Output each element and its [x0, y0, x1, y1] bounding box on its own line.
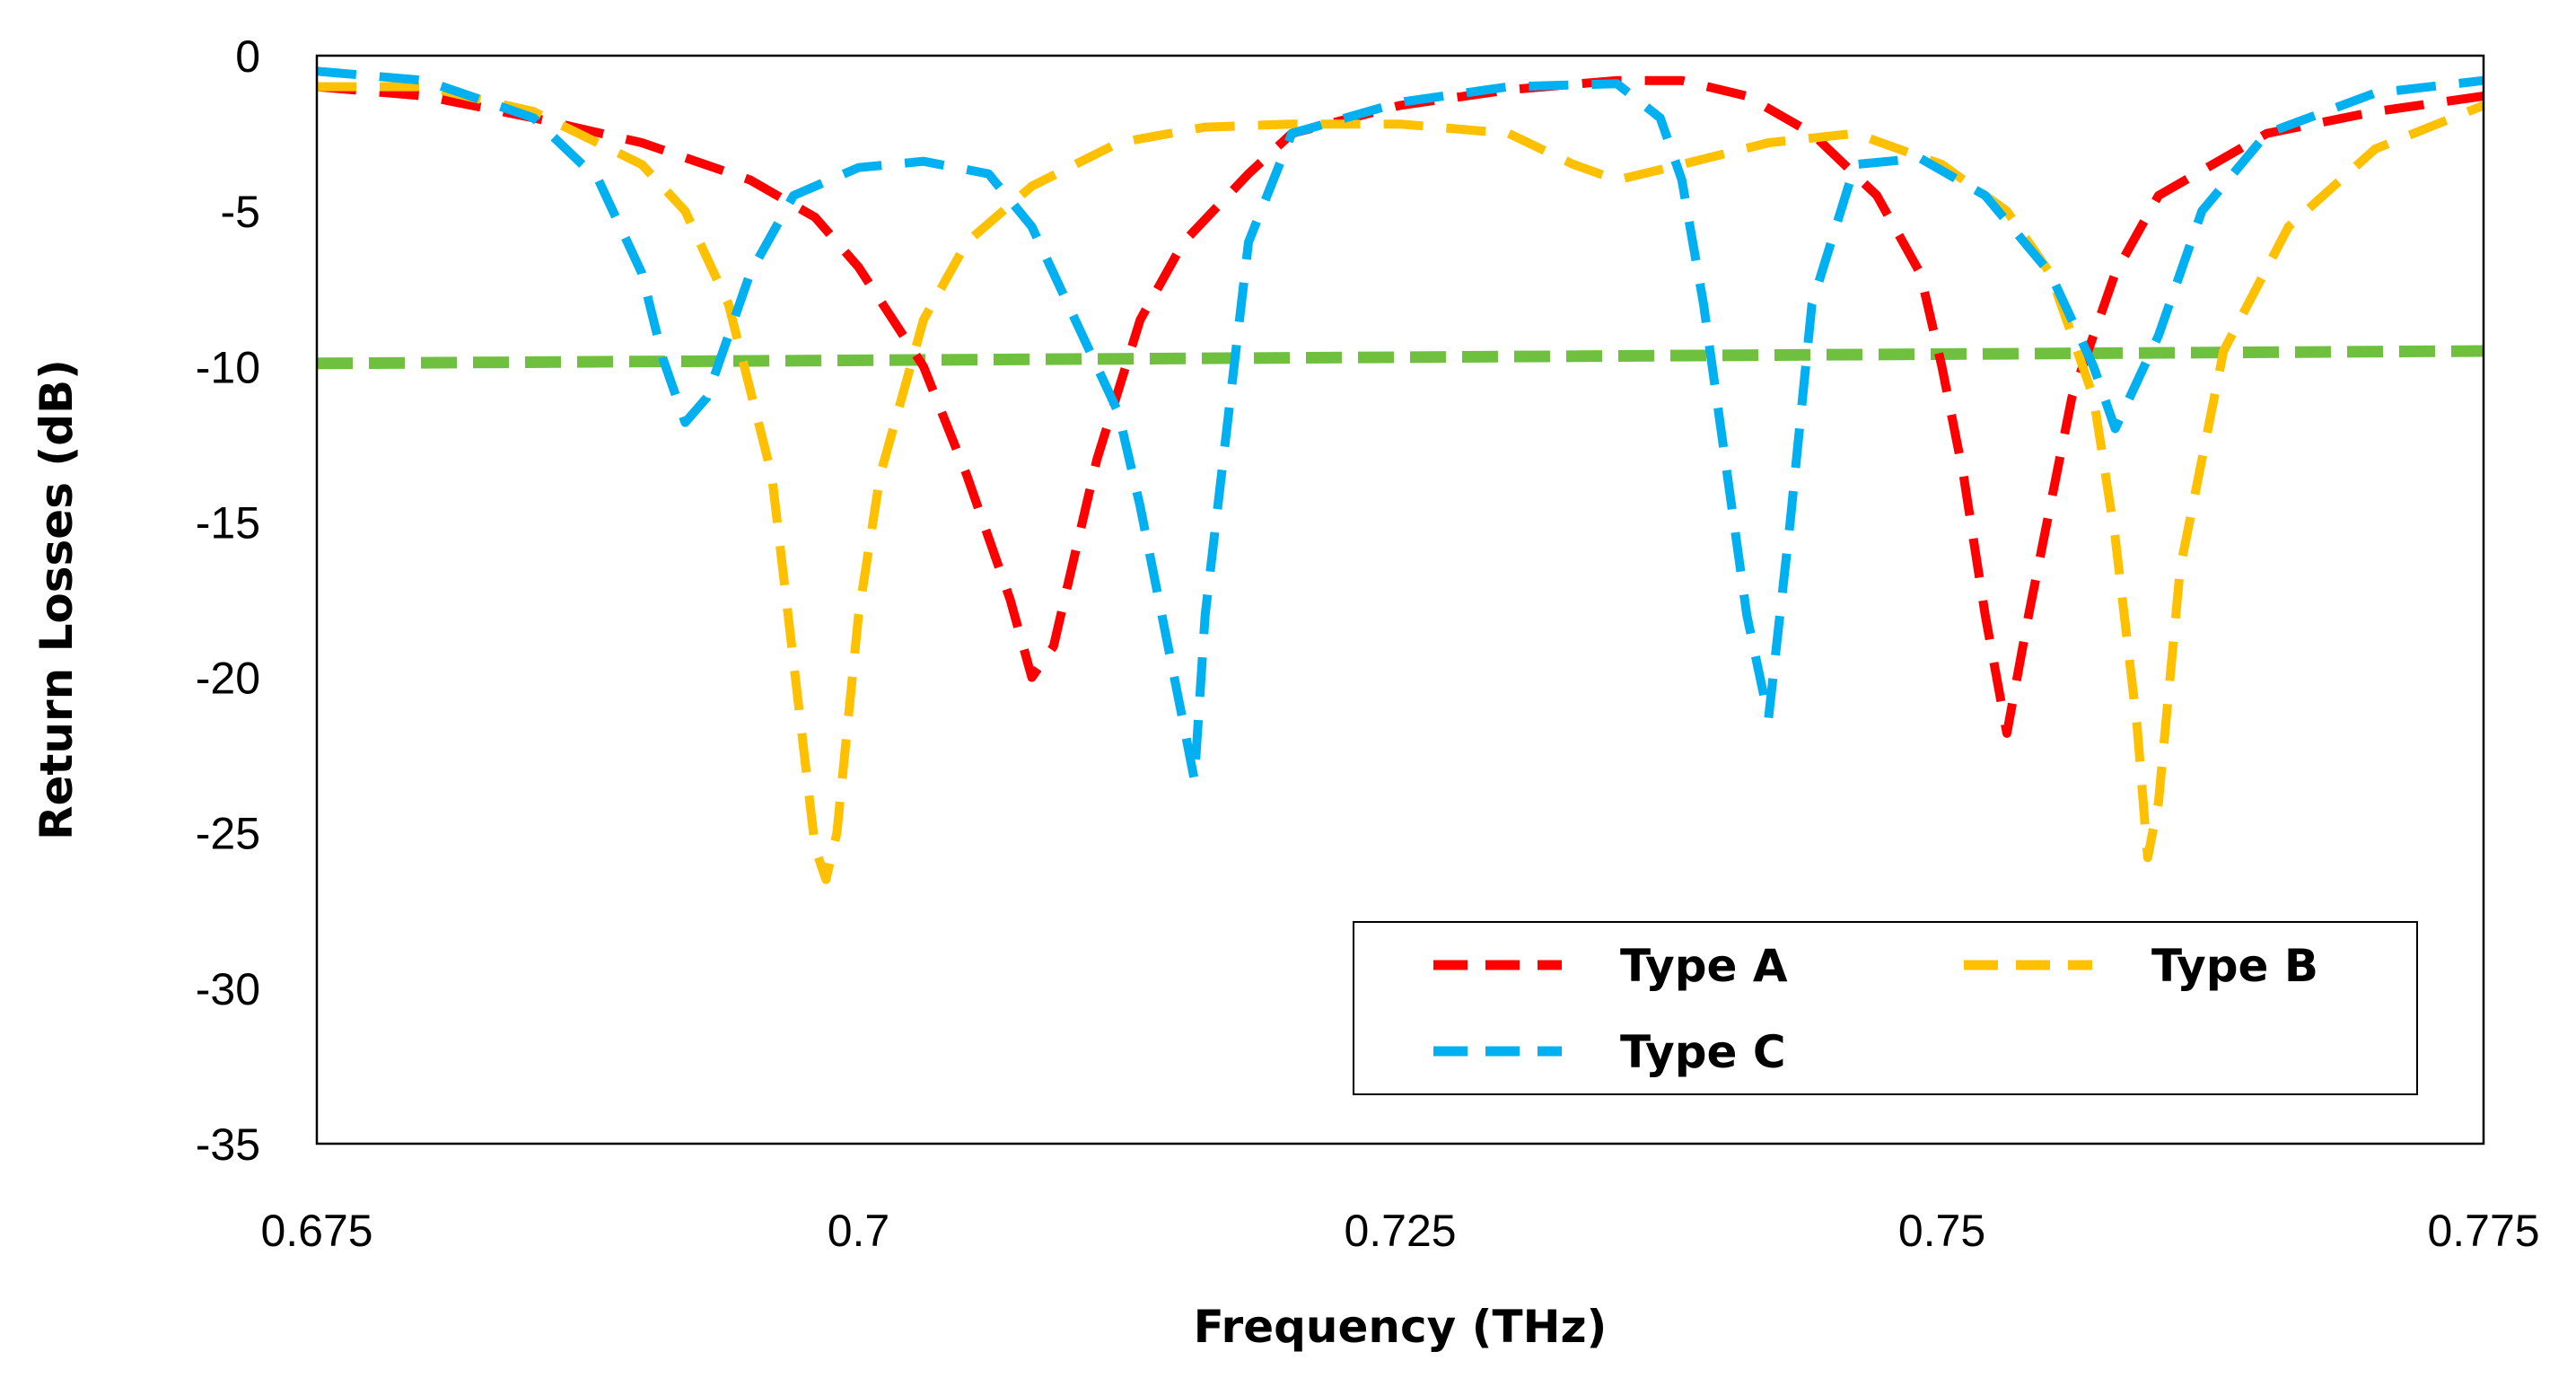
y-tick-label: -30 — [196, 964, 260, 1014]
y-tick-label: -25 — [196, 809, 260, 859]
legend-label-type-a: Type A — [1620, 940, 1788, 992]
x-tick-label: 0.7 — [828, 1206, 890, 1256]
y-tick-label: -35 — [196, 1119, 260, 1170]
y-tick-label: -20 — [196, 654, 260, 704]
y-tick-label: -10 — [196, 342, 260, 392]
series-line-type-b — [317, 82, 2485, 884]
y-tick-label: -5 — [221, 187, 260, 237]
series-layer — [316, 66, 2485, 884]
series-line-reference — [316, 345, 2484, 370]
series-line-type-a — [316, 75, 2484, 738]
x-tick-label: 0.75 — [1898, 1206, 1985, 1256]
y-tick-label: 0 — [235, 31, 260, 82]
series-line-type-c — [316, 66, 2484, 785]
legend-label-type-b: Type B — [2151, 940, 2318, 992]
x-axis-title: Frequency (THz) — [1194, 1301, 1608, 1353]
legend-box — [1353, 921, 2418, 1095]
x-tick-label: 0.775 — [2427, 1206, 2539, 1256]
y-tick-label: -15 — [196, 497, 260, 548]
plot-frame — [315, 54, 2485, 1145]
x-tick-labels: 0.675 0.7 0.725 0.75 0.775 — [260, 1206, 2539, 1256]
legend: Type A Type B Type C — [1353, 921, 2418, 1095]
y-tick-labels: 0 -5 -10 -15 -20 -25 -30 -35 — [196, 31, 260, 1170]
x-tick-label: 0.725 — [1344, 1206, 1456, 1256]
legend-label-type-c: Type C — [1620, 1026, 1786, 1078]
x-tick-label: 0.675 — [260, 1206, 372, 1256]
y-axis-title: Return Losses (dB) — [31, 359, 83, 840]
